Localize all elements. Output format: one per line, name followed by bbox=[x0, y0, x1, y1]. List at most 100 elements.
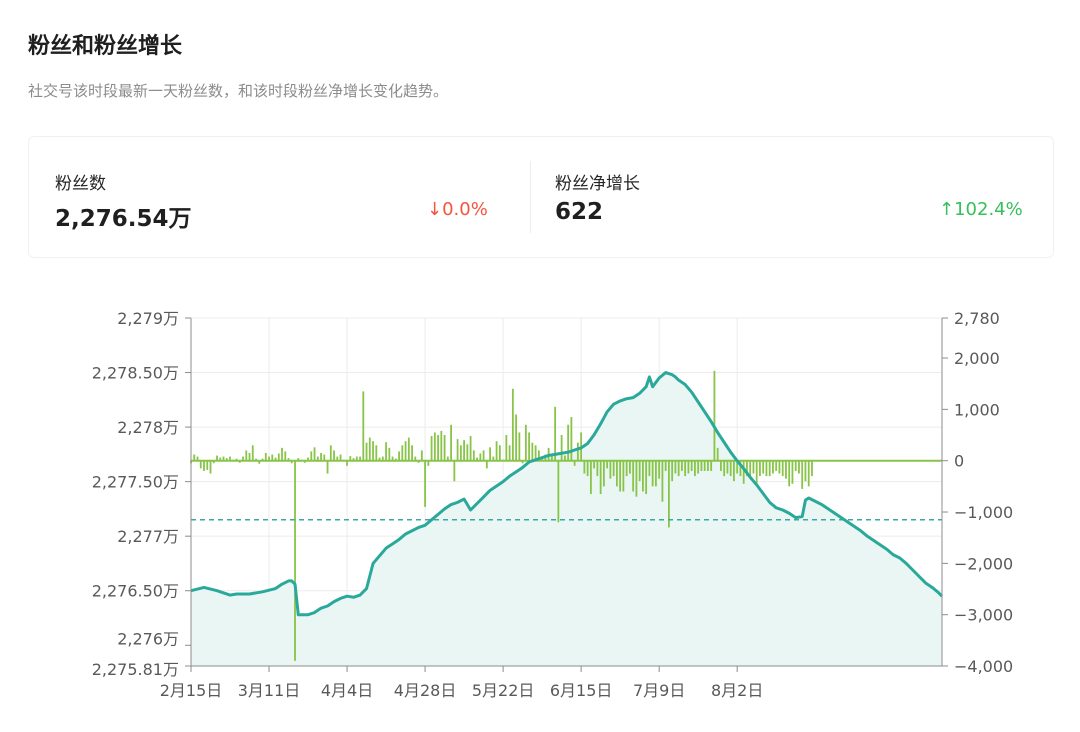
net-growth-bar bbox=[362, 391, 365, 461]
followers-change: ↓0.0% bbox=[427, 199, 488, 220]
net-growth-bar bbox=[375, 445, 378, 461]
net-growth-bar bbox=[739, 460, 742, 477]
left-axis-ticks: 2,279万 2,278.50万 2,278万 2,277.50万 2,277万 2,27… bbox=[92, 309, 191, 679]
net-growth-bar bbox=[411, 445, 413, 461]
right-tick-label: −4,000 bbox=[954, 657, 1013, 676]
net-growth-bar bbox=[365, 442, 368, 461]
net-growth-bar bbox=[586, 460, 589, 477]
net-growth-bar bbox=[329, 445, 332, 461]
net-growth-bar bbox=[251, 445, 254, 461]
net-growth-bar bbox=[420, 450, 423, 461]
net-growth-bar bbox=[765, 460, 768, 477]
net-growth-bar bbox=[505, 435, 508, 461]
net-growth-bar bbox=[368, 437, 371, 461]
net-growth-bar bbox=[264, 452, 267, 461]
right-tick-label: −1,000 bbox=[954, 503, 1013, 522]
net-growth-bar bbox=[469, 436, 472, 461]
net-growth-bar bbox=[206, 460, 209, 470]
net-growth-bar bbox=[511, 388, 514, 461]
net-growth-bars bbox=[190, 370, 813, 661]
net-growth-bar bbox=[700, 460, 703, 471]
net-growth-bar bbox=[632, 460, 635, 492]
net-growth-bar bbox=[482, 450, 485, 461]
net-growth-bar bbox=[602, 460, 605, 487]
net-growth-bar bbox=[209, 460, 212, 474]
right-tick-label: 1,000 bbox=[954, 400, 1000, 419]
net-growth-bar bbox=[720, 460, 722, 471]
net-growth-bar bbox=[707, 460, 709, 471]
net-growth-bar bbox=[791, 460, 794, 484]
net-growth-bar bbox=[323, 454, 326, 461]
net-growth-bar bbox=[196, 456, 199, 461]
section-subtitle: 社交号该时段最新一天粉丝数，和该时段粉丝净增长变化趋势。 bbox=[28, 82, 449, 100]
net-growth-bar bbox=[651, 460, 654, 487]
net-growth-bar bbox=[430, 436, 433, 461]
net-growth-bar bbox=[716, 447, 719, 461]
net-growth-bar bbox=[515, 414, 518, 461]
net-growth-bar bbox=[372, 441, 374, 461]
net-growth-bar bbox=[359, 456, 361, 461]
net-growth-bar bbox=[749, 460, 752, 479]
net-growth-bar bbox=[684, 460, 687, 477]
left-tick-label: 2,277万 bbox=[117, 527, 179, 546]
net-growth-bar bbox=[424, 460, 426, 507]
left-tick-label: 2,275.81万 bbox=[92, 660, 179, 679]
net-growth-bar bbox=[398, 451, 400, 461]
net-growth-bar bbox=[687, 460, 690, 474]
net-growth-bar bbox=[671, 460, 674, 482]
net-growth-bar bbox=[339, 454, 342, 461]
net-growth-bar bbox=[710, 460, 713, 471]
net-growth-bar bbox=[326, 460, 329, 474]
net-growth-bar bbox=[229, 456, 231, 461]
net-growth-bar bbox=[258, 460, 261, 464]
net-growth-change-value: 102.4% bbox=[954, 199, 1023, 220]
net-growth-bar bbox=[407, 437, 410, 461]
net-growth-bar bbox=[235, 458, 238, 461]
followers-area bbox=[191, 372, 942, 666]
net-growth-bar bbox=[534, 445, 537, 461]
net-growth-bar bbox=[599, 460, 602, 495]
net-growth-bar bbox=[495, 441, 498, 461]
right-tick-label: −2,000 bbox=[954, 554, 1013, 573]
net-growth-bar bbox=[778, 460, 781, 474]
net-growth-bar bbox=[394, 458, 397, 461]
net-growth-value: 622 bbox=[555, 199, 604, 225]
net-growth-bar bbox=[752, 460, 755, 474]
right-axis-ticks: 2,780 2,000 1,000 0 −1,000 −2,000 −3,000 −4,000 bbox=[942, 309, 1013, 676]
net-growth-metric: 粉丝净增长 622 ↑102.4% bbox=[529, 137, 1053, 257]
x-tick-label: 6月15日 bbox=[550, 681, 613, 700]
net-growth-bar bbox=[212, 460, 215, 464]
net-growth-bar bbox=[414, 456, 417, 461]
net-growth-bar bbox=[404, 441, 407, 461]
net-growth-bar bbox=[713, 370, 716, 461]
net-growth-bar bbox=[619, 460, 622, 492]
net-growth-bar bbox=[281, 447, 283, 461]
x-tick-label: 8月2日 bbox=[711, 681, 763, 700]
left-tick-label: 2,277.50万 bbox=[92, 473, 179, 492]
net-growth-bar bbox=[674, 460, 677, 474]
net-growth-bar bbox=[785, 460, 787, 479]
net-growth-bar bbox=[528, 432, 531, 461]
net-growth-bar bbox=[723, 460, 726, 477]
net-growth-change: ↑102.4% bbox=[939, 199, 1023, 220]
net-growth-bar bbox=[576, 442, 579, 461]
net-growth-bar bbox=[388, 447, 391, 461]
net-growth-bar bbox=[216, 455, 218, 461]
net-growth-bar bbox=[762, 460, 765, 474]
right-tick-label: 0 bbox=[954, 452, 964, 471]
net-growth-bar bbox=[498, 445, 501, 461]
net-growth-bar bbox=[489, 447, 491, 461]
net-growth-bar bbox=[560, 435, 563, 461]
net-growth-bar bbox=[635, 460, 638, 497]
followers-line bbox=[190, 371, 944, 617]
net-growth-bar bbox=[401, 445, 404, 461]
net-growth-bar bbox=[476, 457, 478, 461]
followers-change-value: 0.0% bbox=[442, 199, 488, 220]
net-growth-bar bbox=[642, 460, 644, 492]
net-growth-bar bbox=[352, 458, 355, 461]
net-growth-bar bbox=[596, 460, 599, 477]
net-growth-bar bbox=[199, 460, 202, 469]
net-growth-bar bbox=[645, 460, 648, 495]
net-growth-bar bbox=[255, 458, 257, 461]
net-growth-bar bbox=[736, 460, 739, 474]
